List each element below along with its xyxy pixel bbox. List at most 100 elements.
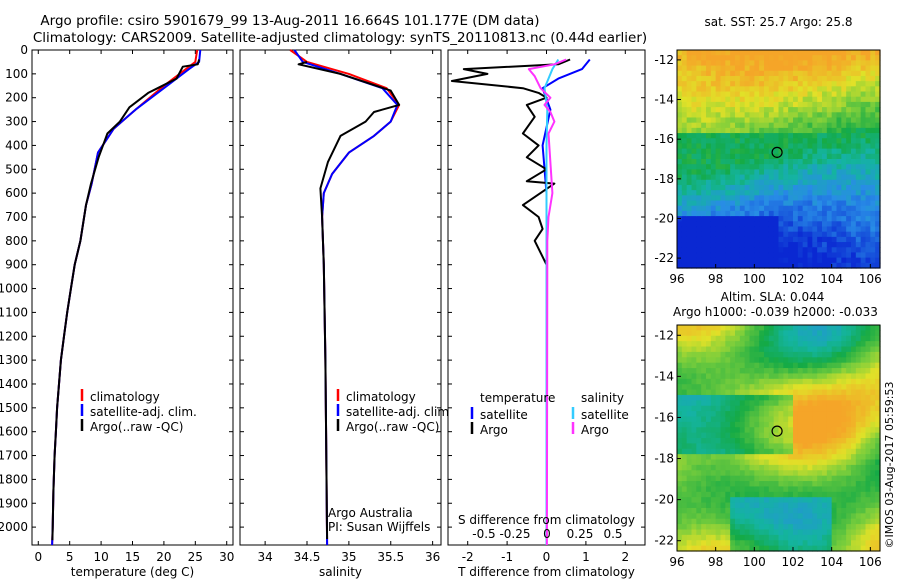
sst-map-cell	[744, 65, 751, 72]
sst-map-cell	[831, 174, 838, 181]
sla-map-cell	[778, 400, 784, 407]
sst-map-cell	[841, 210, 847, 217]
sst-map-cell	[715, 133, 722, 139]
sla-map-cell	[696, 405, 702, 412]
sst-map-cell	[783, 96, 789, 103]
sla-map-cell	[735, 491, 741, 498]
sla-map-cell	[681, 540, 688, 547]
sla-map-cell	[807, 405, 813, 412]
sla-map-cell	[720, 378, 726, 385]
sst-map-cell	[749, 169, 755, 176]
sst-map-cell	[807, 70, 813, 77]
sla-map-cell	[836, 545, 842, 552]
sst-map-cell	[841, 262, 847, 269]
sla-map-cell	[783, 491, 789, 498]
sst-map-cell	[677, 205, 683, 212]
sst-map-cell	[875, 262, 881, 269]
sla-map-cell	[826, 335, 833, 342]
sst-map-cell	[855, 252, 862, 259]
sst-map-cell	[793, 262, 799, 269]
sst-map-cell	[846, 216, 852, 222]
sla-map-cell	[846, 491, 852, 498]
sst-map-cell	[773, 216, 780, 222]
sst-map-cell	[841, 107, 847, 113]
sst-map-cell	[768, 190, 775, 196]
sla-map-cell	[691, 524, 697, 531]
sla-map-cell	[764, 491, 770, 498]
sst-map-cell	[778, 252, 784, 259]
sla-map-cell	[865, 486, 871, 493]
sla-map-cell	[831, 389, 838, 396]
sst-map-cell	[841, 195, 847, 202]
sla-map-cell	[783, 502, 789, 509]
sla-map-cell	[696, 330, 702, 337]
sst-map-cell	[720, 205, 726, 212]
sla-map-cell	[846, 389, 852, 396]
sst-map-cell	[865, 133, 871, 139]
sla-map-cell	[855, 394, 862, 401]
sst-map-cell	[773, 205, 780, 212]
sla-map-cell	[681, 438, 688, 444]
sst-map-cell	[754, 231, 760, 238]
sla-map-cell	[749, 346, 755, 353]
sst-map-cell	[783, 50, 789, 56]
sla-map-cell	[759, 545, 765, 552]
sst-map-cell	[855, 81, 862, 87]
sla-map-cell	[851, 362, 857, 369]
sla-map-cell	[759, 518, 765, 525]
sst-map-cell	[875, 169, 881, 176]
sla-map-cell	[860, 459, 867, 466]
sla-map-cell	[846, 421, 852, 428]
sst-map-cell	[735, 195, 741, 202]
sst-map-cell	[739, 205, 746, 212]
sst-map-cell	[802, 195, 809, 202]
sla-map-cell	[841, 464, 847, 471]
sst-map-cell	[807, 153, 813, 160]
sst-map-cell	[681, 195, 688, 202]
sst-map-cell	[720, 257, 726, 264]
sst-map-cell	[759, 55, 765, 61]
sst-map-cell	[691, 174, 697, 181]
sst-map-cell	[754, 236, 760, 243]
sla-map-cell	[817, 481, 823, 488]
sla-map-cell	[764, 416, 770, 423]
sla-map-cell	[870, 448, 876, 455]
sla-map-cell	[846, 400, 852, 407]
sla-map-cell	[701, 335, 707, 342]
sst-map-cell	[807, 257, 813, 264]
sst-map-cell	[744, 252, 751, 259]
sla-map-cell	[875, 389, 881, 396]
sst-map-cell	[860, 133, 867, 139]
sla-map-cell	[831, 405, 838, 412]
sst-map-cell	[768, 70, 775, 77]
sst-map-cell	[817, 262, 823, 269]
sst-map-cell	[865, 86, 871, 93]
sla-map-cell	[836, 529, 842, 536]
sla-map-cell	[793, 529, 799, 536]
sla-map-cell	[739, 351, 746, 358]
sla-map-cell	[812, 524, 818, 531]
sst-map-cell	[686, 117, 693, 124]
sst-map-cell	[870, 148, 876, 155]
sla-map-cell	[720, 470, 726, 477]
sst-map-cell	[715, 122, 722, 129]
sla-map-cell	[710, 497, 717, 504]
sst-map-cell	[778, 96, 784, 103]
sla-map-cell	[865, 513, 871, 520]
sst-map-cell	[793, 200, 799, 207]
sla-map-cell	[788, 346, 794, 353]
sla-map-cell	[720, 448, 726, 455]
sst-map-cell	[836, 86, 842, 93]
sla-map-cell	[701, 545, 707, 552]
sla-map-cell	[855, 416, 862, 423]
sla-map-cell	[677, 524, 683, 531]
sla-map-cell	[822, 325, 828, 331]
sst-map-cell	[720, 50, 726, 56]
sst-map-cell	[826, 247, 833, 254]
sst-map-cell	[691, 226, 697, 233]
sst-map-cell	[855, 262, 862, 269]
sla-map-cell	[710, 362, 717, 369]
sst-map-cell	[802, 179, 809, 186]
sst-map-cell	[831, 190, 838, 196]
sst-map-xtick-label: 106	[859, 272, 882, 286]
